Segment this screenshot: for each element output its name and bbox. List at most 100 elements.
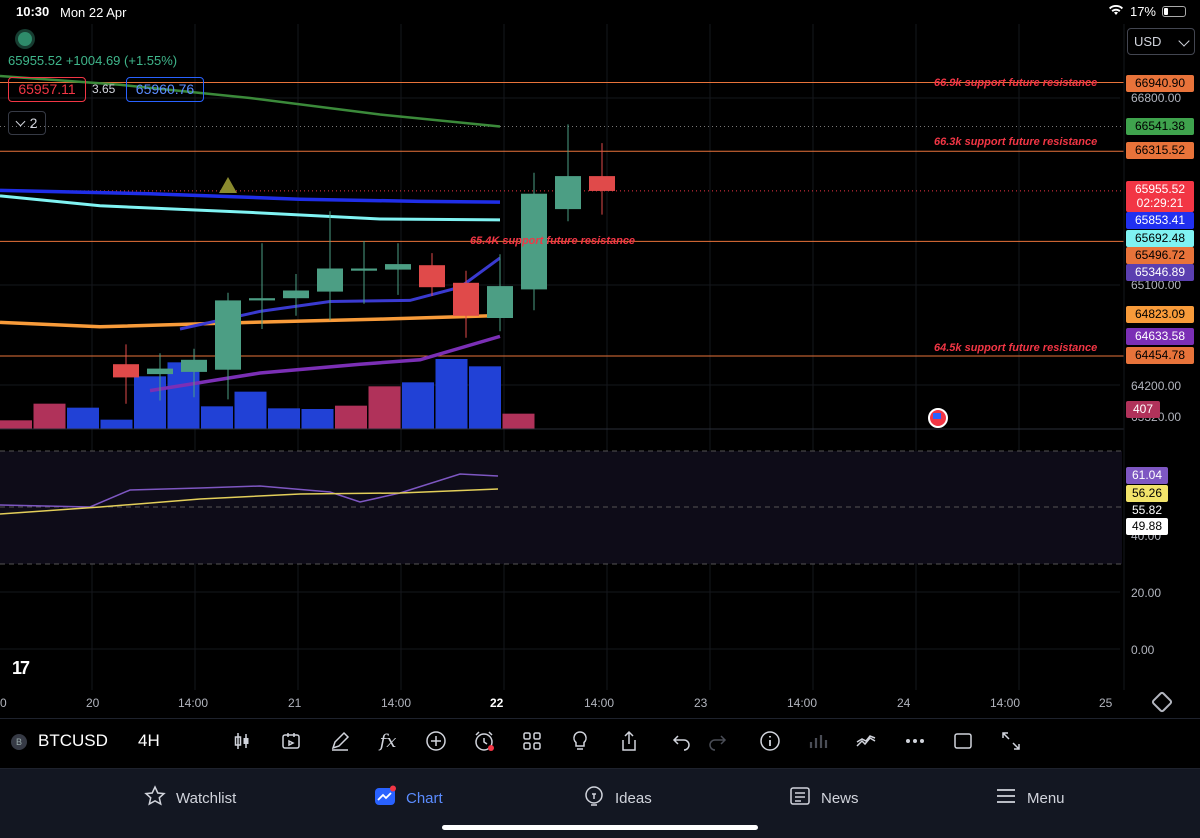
candle-body bbox=[147, 368, 173, 375]
volume-bar bbox=[435, 359, 468, 429]
axis-label: 20.00 bbox=[1131, 586, 1162, 600]
hamburger-icon bbox=[995, 785, 1017, 811]
currency-value: USD bbox=[1134, 34, 1162, 49]
ma-indigo-line bbox=[179, 256, 501, 331]
indicators-count: 2 bbox=[29, 115, 38, 131]
battery-icon bbox=[1162, 6, 1186, 17]
ma-purple-line bbox=[149, 334, 501, 393]
chart-toolbar bbox=[0, 718, 1200, 766]
info-icon[interactable] bbox=[758, 729, 782, 753]
wifi-icon bbox=[1108, 4, 1124, 19]
nav-news[interactable]: News bbox=[789, 785, 859, 811]
ma-blue-line bbox=[0, 188, 501, 204]
undo-icon[interactable] bbox=[669, 729, 693, 753]
candle-body bbox=[589, 176, 615, 191]
news-icon bbox=[789, 785, 811, 811]
candle-body bbox=[555, 176, 581, 210]
signal-triangle bbox=[219, 177, 237, 193]
nav-menu[interactable]: Menu bbox=[995, 785, 1065, 811]
nav-watchlist[interactable]: Watchlist bbox=[144, 785, 236, 811]
volume-bar bbox=[134, 376, 166, 429]
support-note-64-5k: 64.5k support future resistance bbox=[934, 342, 1098, 354]
share-icon[interactable] bbox=[617, 729, 641, 753]
support-note-66-9k: 66.9k support future resistance bbox=[934, 77, 1098, 89]
price-tag: 65692.48 bbox=[1126, 230, 1194, 247]
candle-body bbox=[317, 268, 343, 292]
more-dots-icon[interactable] bbox=[903, 729, 927, 753]
ma-green-line bbox=[0, 74, 501, 128]
time-tick: 24 bbox=[897, 696, 911, 710]
drawing-pen-icon[interactable] bbox=[328, 729, 352, 753]
clock: 10:30 bbox=[16, 4, 50, 19]
rsi-line bbox=[0, 473, 499, 508]
support-note-65-4k: 65.4K support future resistance bbox=[470, 235, 636, 247]
candle-body bbox=[181, 359, 207, 372]
price-tag: 64633.58 bbox=[1126, 328, 1194, 345]
volume-bar bbox=[201, 406, 233, 429]
price-tag: 66940.90 bbox=[1126, 75, 1194, 92]
price-tag: 65853.41 bbox=[1126, 212, 1194, 229]
chart-icon bbox=[374, 785, 396, 811]
fullscreen-icon[interactable] bbox=[999, 729, 1023, 753]
volume-bar bbox=[502, 413, 535, 429]
time-tick: 20 bbox=[86, 696, 100, 710]
ideas-bulb-icon[interactable] bbox=[568, 729, 592, 753]
price-change: 65955.52 +1004.69 (+1.55%) bbox=[8, 53, 178, 68]
battery-percent: 17% bbox=[1129, 4, 1156, 19]
chart-canvas[interactable] bbox=[0, 0, 1200, 718]
price-tag: 64823.09 bbox=[1126, 306, 1194, 323]
time-tick: 14:00 bbox=[584, 696, 615, 710]
chevron-down-icon bbox=[1178, 35, 1190, 47]
buy-button[interactable]: 65960.76 bbox=[126, 77, 204, 102]
time-tick: 22 bbox=[490, 696, 504, 710]
tradingview-logo: 17 bbox=[12, 658, 30, 678]
volume-bar bbox=[335, 405, 367, 429]
financials-bars-icon[interactable] bbox=[806, 729, 830, 753]
home-indicator bbox=[442, 825, 758, 830]
time-tick: 23 bbox=[694, 696, 708, 710]
replay-icon[interactable] bbox=[279, 729, 303, 753]
nav-label: Ideas bbox=[615, 789, 652, 807]
star-icon bbox=[144, 785, 166, 811]
rectangle-tool-icon[interactable] bbox=[951, 729, 975, 753]
add-plus-icon[interactable] bbox=[424, 729, 448, 753]
compare-lines-icon[interactable] bbox=[854, 729, 878, 753]
layout-grid-icon[interactable] bbox=[520, 729, 544, 753]
candle-body bbox=[351, 268, 377, 271]
price-tag: 65346.89 bbox=[1126, 264, 1194, 281]
price-tag: 66315.52 bbox=[1126, 142, 1194, 159]
ideas-icon bbox=[583, 785, 605, 811]
redo-icon[interactable] bbox=[706, 729, 730, 753]
bitcoin-icon: B bbox=[11, 734, 27, 750]
nav-ideas[interactable]: Ideas bbox=[583, 785, 652, 811]
date: Mon 22 Apr bbox=[60, 5, 127, 20]
time-tick: 25 bbox=[1099, 696, 1113, 710]
time-tick: 14:00 bbox=[990, 696, 1021, 710]
alert-clock-icon[interactable] bbox=[472, 729, 496, 753]
market-open-icon bbox=[18, 32, 32, 46]
ma-cyan-line bbox=[0, 194, 501, 222]
volume-bar bbox=[402, 382, 434, 429]
time-tick: 14:00 bbox=[787, 696, 818, 710]
nav-chart[interactable]: Chart bbox=[374, 785, 443, 811]
candle-body bbox=[249, 298, 275, 301]
volume-bar bbox=[368, 386, 401, 429]
indicators-toggle-button[interactable]: 2 bbox=[8, 111, 46, 135]
volume-bar bbox=[268, 408, 300, 429]
interval-selector[interactable]: 4H bbox=[138, 731, 160, 750]
us-flag-event-icon[interactable] bbox=[928, 408, 948, 428]
ma-orange-line bbox=[0, 313, 501, 329]
volume-bar bbox=[469, 366, 501, 429]
candle-body bbox=[283, 290, 309, 299]
volume-tag: 407 bbox=[1126, 401, 1160, 418]
symbol-selector[interactable]: BTCUSD bbox=[38, 731, 108, 750]
axis-label: 0.00 bbox=[1131, 643, 1155, 657]
sell-button[interactable]: 65957.11 bbox=[8, 77, 86, 102]
volume-bar bbox=[234, 391, 267, 429]
time-tick: 14:00 bbox=[381, 696, 412, 710]
chart-type-candles-icon[interactable] bbox=[230, 729, 254, 753]
support-note-66-3k: 66.3k support future resistance bbox=[934, 136, 1098, 148]
currency-select[interactable]: USD bbox=[1127, 28, 1195, 55]
indicators-fx-icon[interactable]: fx bbox=[379, 730, 397, 752]
status-bar: 10:30 Mon 22 Apr 17% bbox=[0, 0, 1200, 24]
